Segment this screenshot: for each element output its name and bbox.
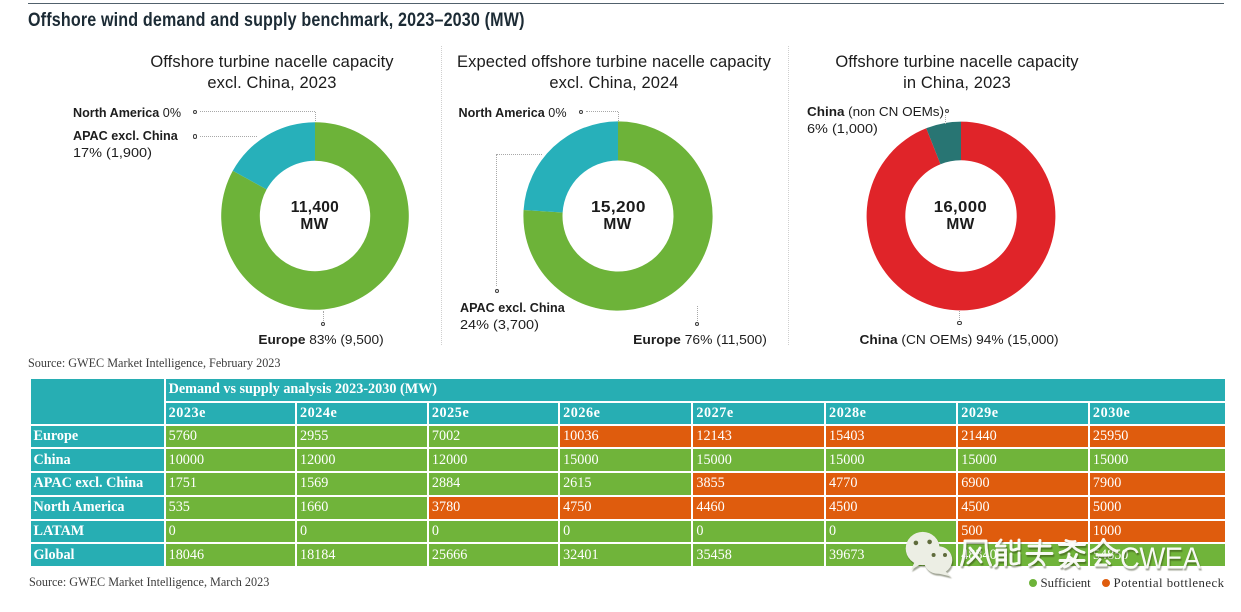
svg-text:CWEA: CWEA (1120, 542, 1202, 576)
